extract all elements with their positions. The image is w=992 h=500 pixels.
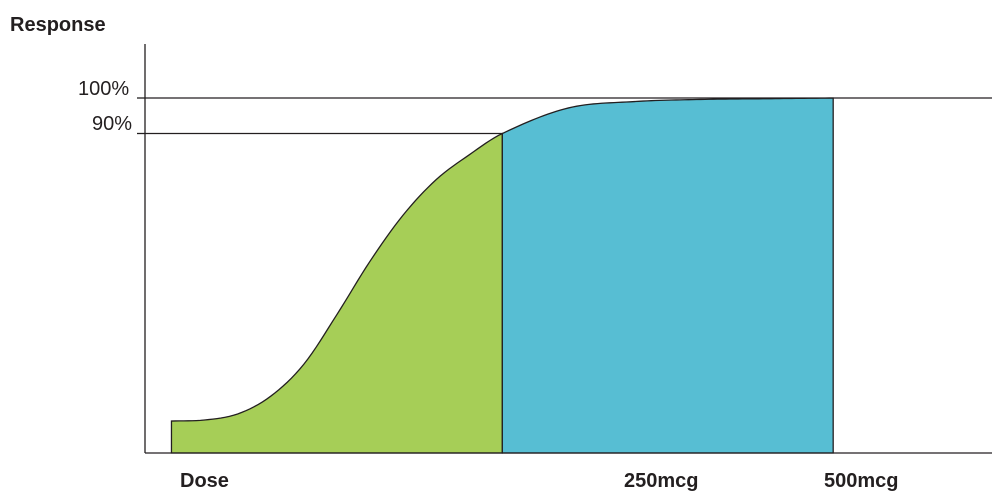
response-region-2 xyxy=(501,97,834,454)
y-tick-90: 90% xyxy=(92,113,133,135)
x-tick-250: 250mcg xyxy=(624,470,699,492)
y-axis-label: Response xyxy=(10,14,106,36)
response-region-1 xyxy=(170,132,503,454)
x-tick-500: 500mcg xyxy=(824,470,899,492)
y-tick-100: 100% xyxy=(78,78,130,100)
x-axis-label: Dose xyxy=(180,470,229,492)
